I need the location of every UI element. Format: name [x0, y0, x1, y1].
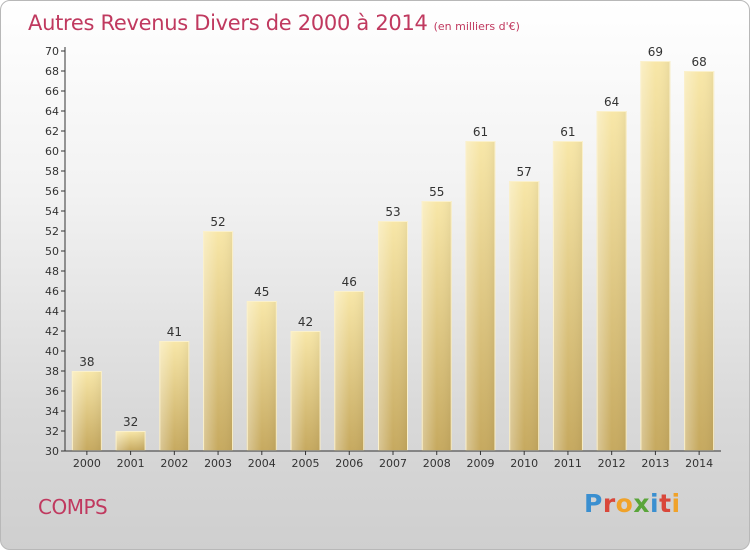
- y-tick-label: 60: [45, 145, 59, 158]
- logo-letter: t: [659, 489, 672, 518]
- bar-shade-2014: [684, 71, 715, 451]
- y-tick-label: 38: [45, 365, 59, 378]
- axes: 30 32 34 36 38 40 42 44 46 48 50 52 54 56 58 60 62 64 66 68…: [45, 45, 721, 470]
- y-tick-label: 50: [45, 245, 59, 258]
- value-label: 32: [123, 415, 138, 429]
- y-tick-label: 66: [45, 85, 59, 98]
- y-tick-label: 70: [45, 45, 59, 58]
- y-tick-label: 40: [45, 345, 59, 358]
- value-label: 45: [254, 285, 269, 299]
- y-tick-label: 58: [45, 165, 59, 178]
- value-label: 52: [210, 215, 225, 229]
- y-tick-label: 30: [45, 445, 59, 458]
- title-text: Autres Revenus Divers de 2000 à 2014: [28, 11, 428, 35]
- x-tick-label: 2008: [423, 457, 451, 470]
- x-tick-label: 2012: [598, 457, 626, 470]
- x-tick-label: 2000: [73, 457, 101, 470]
- bar-shade-2007: [378, 221, 408, 451]
- value-label: 53: [385, 205, 400, 219]
- bar-shade-2011: [552, 141, 583, 451]
- x-tick-label: 2013: [641, 457, 669, 470]
- bar-shade-2010: [509, 181, 540, 451]
- logo-letter: r: [602, 489, 616, 518]
- y-tick-label: 48: [45, 265, 59, 278]
- y-tick-label: 64: [45, 105, 59, 118]
- bar-shade-2005: [290, 331, 321, 451]
- x-tick-label: 2006: [335, 457, 363, 470]
- logo-letter: x: [633, 489, 650, 518]
- x-tick-label: 2005: [292, 457, 320, 470]
- value-label: 41: [167, 325, 182, 339]
- y-tick-label: 44: [45, 305, 59, 318]
- place-name: COMPS: [38, 495, 108, 519]
- y-tick-label: 42: [45, 325, 59, 338]
- x-tick-label: 2003: [204, 457, 232, 470]
- y-tick-label: 68: [45, 65, 59, 78]
- chart-title: Autres Revenus Divers de 2000 à 2014 (en …: [28, 11, 520, 35]
- logo-letter: o: [615, 489, 634, 518]
- logo-letter: P: [584, 489, 603, 518]
- bars: [71, 61, 715, 451]
- bar-shade-2001: [115, 431, 146, 451]
- value-label: 46: [342, 275, 357, 289]
- y-tick-label: 34: [45, 405, 59, 418]
- logo-letter: i: [650, 489, 660, 518]
- y-tick-label: 56: [45, 185, 59, 198]
- x-tick-label: 2009: [466, 457, 494, 470]
- value-label: 64: [604, 95, 619, 109]
- y-tick-label: 52: [45, 225, 59, 238]
- y-tick-label: 54: [45, 205, 59, 218]
- bar-shade-2006: [334, 291, 365, 451]
- bar-shade-2009: [465, 141, 496, 451]
- bar-shade-2000: [71, 371, 102, 451]
- value-label: 61: [473, 125, 488, 139]
- bar-shade-2002: [159, 341, 190, 451]
- value-label: 69: [648, 45, 663, 59]
- value-label: 42: [298, 315, 313, 329]
- x-tick-label: 2014: [685, 457, 713, 470]
- bar-shade-2013: [640, 61, 671, 451]
- x-tick-label: 2007: [379, 457, 407, 470]
- value-label: 55: [429, 185, 444, 199]
- y-tick-label: 32: [45, 425, 59, 438]
- bar-shade-2003: [203, 231, 234, 451]
- x-tick-label: 2010: [510, 457, 538, 470]
- x-tick-label: 2011: [554, 457, 582, 470]
- y-tick-label: 62: [45, 125, 59, 138]
- value-label: 57: [517, 165, 532, 179]
- bar-shade-2004: [246, 301, 277, 451]
- logo-letter: i: [671, 489, 681, 518]
- x-tick-label: 2001: [117, 457, 145, 470]
- bar-shade-2008: [421, 201, 452, 451]
- value-label: 68: [691, 55, 706, 69]
- x-tick-label: 2002: [160, 457, 188, 470]
- value-label: 61: [560, 125, 575, 139]
- proxiti-logo[interactable]: Proxiti: [584, 489, 681, 518]
- value-label: 38: [79, 355, 94, 369]
- y-tick-label: 36: [45, 385, 59, 398]
- subtitle-text: (en milliers d'€): [433, 20, 520, 33]
- data-labels: 38 32 41 52 45 42 46 53 55 61 57 61 64 69 68: [79, 45, 707, 429]
- bar-shade-2012: [596, 111, 627, 451]
- x-tick-label: 2004: [248, 457, 276, 470]
- y-tick-label: 46: [45, 285, 59, 298]
